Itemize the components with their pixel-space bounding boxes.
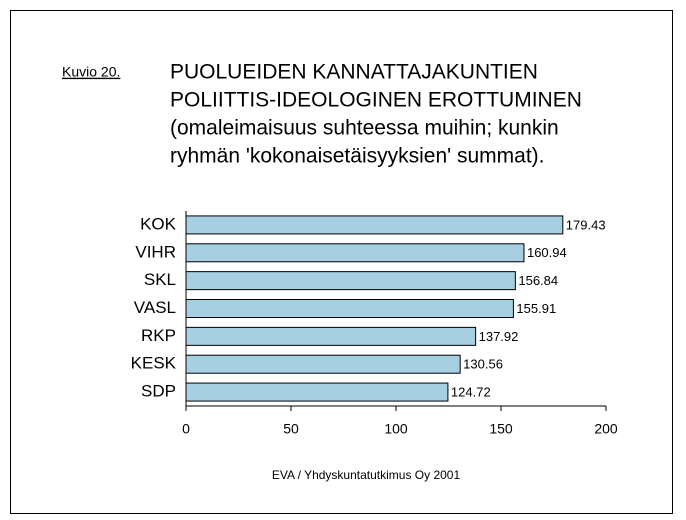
category-label: SKL <box>144 270 176 289</box>
bar <box>185 243 525 263</box>
chart-title: ryhmän 'kokonaisetäisyyksien' summat). <box>170 145 544 168</box>
value-label: 156.84 <box>518 273 558 288</box>
chart-title: PUOLUEIDEN KANNATTAJAKUNTIEN <box>170 61 538 84</box>
category-label: KOK <box>140 214 177 233</box>
category-label: KESK <box>131 354 177 373</box>
value-label: 137.92 <box>479 329 519 344</box>
bar <box>185 326 477 346</box>
figure-label: Kuvio 20. <box>62 64 120 80</box>
value-label: 124.72 <box>451 385 491 400</box>
category-label: SDP <box>141 382 176 401</box>
value-label: 160.94 <box>527 245 567 260</box>
x-tick-label: 150 <box>489 421 513 437</box>
bar <box>185 382 449 402</box>
bar <box>185 299 514 318</box>
category-label: VIHR <box>135 242 176 261</box>
source: EVA / Yhdyskuntatutkimus Oy 2001 <box>272 468 461 482</box>
x-tick-label: 100 <box>384 421 408 437</box>
bar <box>185 354 461 374</box>
bar <box>185 271 516 291</box>
value-label: 130.56 <box>463 357 503 372</box>
bar <box>185 215 564 235</box>
chart-title: (omaleimaisuus suhteessa muihin; kunkin <box>170 117 559 140</box>
category-label: RKP <box>141 326 176 345</box>
x-tick-label: 200 <box>594 421 618 437</box>
x-tick-label: 50 <box>283 421 299 437</box>
category-label: VASL <box>134 298 176 317</box>
value-label: 179.43 <box>566 217 606 232</box>
x-tick-label: 0 <box>182 421 190 437</box>
chart-title: POLIITTIS-IDEOLOGINEN EROTTUMINEN <box>170 89 582 112</box>
value-label: 155.91 <box>516 301 556 316</box>
